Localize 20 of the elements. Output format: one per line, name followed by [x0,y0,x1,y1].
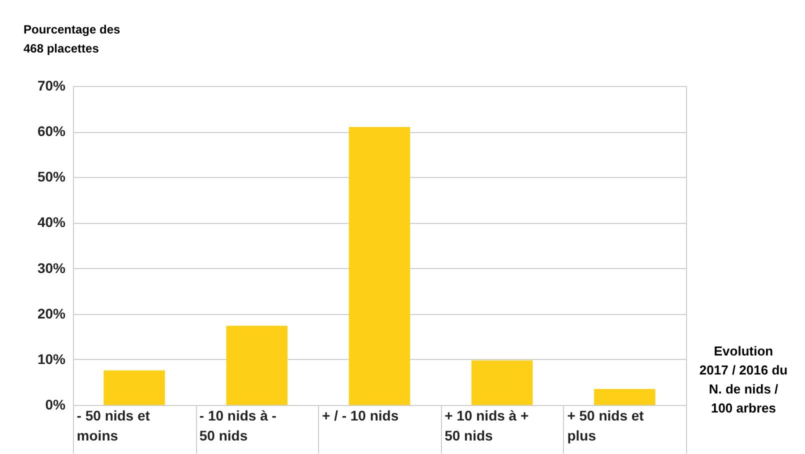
bar [104,370,165,405]
y-tick-label: 10% [37,350,66,367]
bar [471,360,533,405]
x-tick-label: - 10 nids à - 50 nids [199,408,277,444]
y-tick-label: 30% [37,260,66,276]
x-tick-label: + 10 nids à + 50 nids [444,408,529,444]
bar [348,127,410,405]
y-tick-label: 50% [37,168,66,185]
y-tick-label: 20% [37,305,66,322]
x-axis-title: Evolution 2017 / 2016 du N. de nids / 100 arbres [699,344,788,416]
y-axis-title: Pourcentage des 468 placettes [24,22,121,56]
x-tick-label: - 50 nids et moins [76,408,150,444]
bar [226,326,288,405]
y-tick-label: 70% [37,78,66,94]
x-tick-label: + 50 nids et plus [567,408,644,444]
y-tick-label: 40% [37,214,66,230]
y-tick-label: 60% [37,123,66,140]
x-tick-label: + / - 10 nids [322,408,399,424]
bar [594,389,656,405]
y-tick-label: 0% [45,396,66,412]
